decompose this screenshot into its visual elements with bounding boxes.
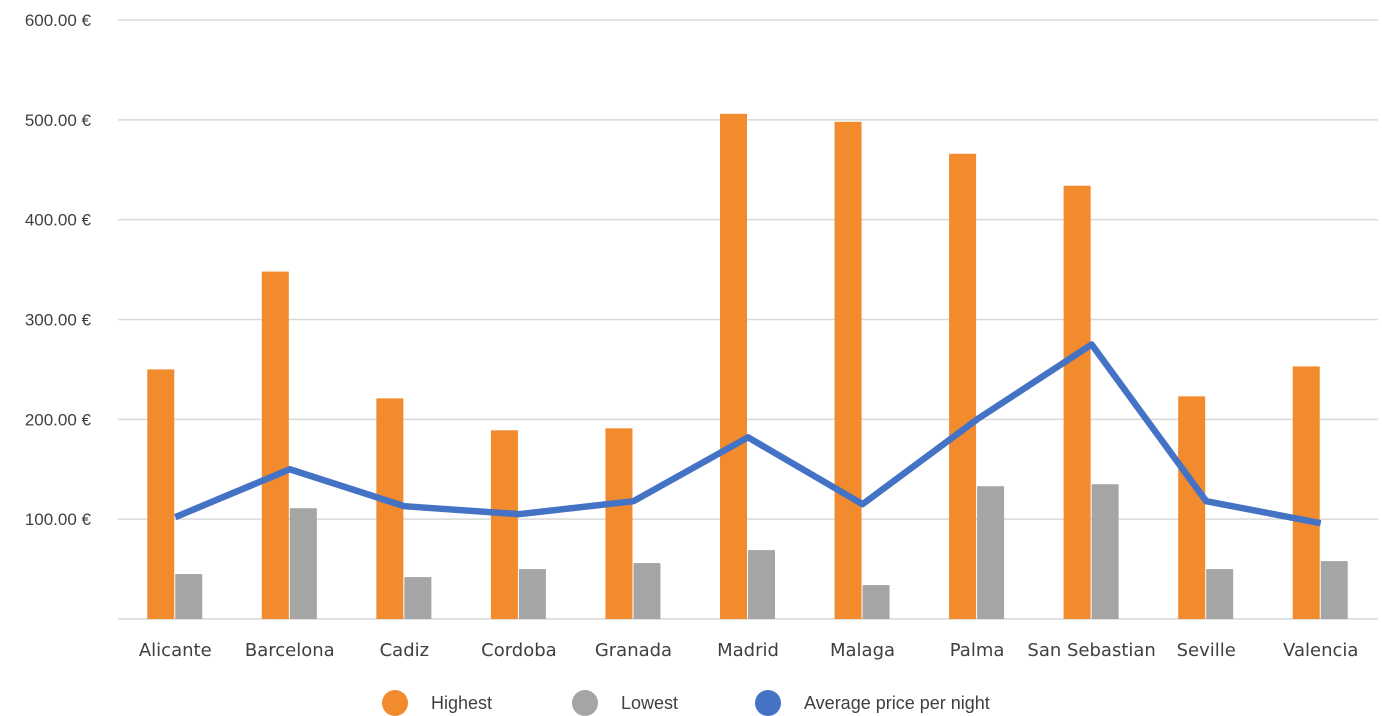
bar-lowest	[1320, 561, 1348, 619]
x-axis-category-labels: Alicante Barcelona Cadiz Cordoba Granada Madr…	[139, 640, 1359, 661]
bar-highest	[720, 113, 747, 620]
x-tick-label: Granada	[595, 640, 672, 661]
bar-highest	[376, 398, 404, 619]
bars	[147, 113, 1348, 620]
x-tick-label: San Sebastian	[1027, 640, 1155, 661]
bar-lowest	[175, 574, 203, 619]
y-tick-label: 300.00 €	[25, 311, 92, 330]
line-average-price	[174, 341, 1322, 527]
y-tick-label: 200.00 €	[25, 410, 92, 429]
x-tick-label: Cadiz	[380, 640, 429, 661]
bar-highest	[605, 428, 633, 619]
x-tick-label: Palma	[950, 640, 1005, 661]
y-axis-tick-labels: 100.00 € 200.00 € 300.00 € 400.00 € 500.00 €…	[25, 11, 92, 529]
bar-lowest	[289, 508, 317, 619]
y-tick-label: 400.00 €	[25, 211, 92, 230]
average-line	[174, 341, 1322, 527]
bar-lowest	[862, 585, 890, 619]
bar-lowest	[518, 569, 546, 619]
y-tick-label: 500.00 €	[25, 111, 92, 130]
bar-highest	[490, 430, 518, 619]
x-tick-label: Barcelona	[245, 640, 335, 661]
bar-highest	[1292, 366, 1320, 619]
x-tick-label: Seville	[1177, 640, 1236, 661]
y-tick-label: 100.00 €	[25, 510, 92, 529]
bar-highest	[1063, 185, 1091, 619]
bar-highest	[261, 271, 289, 619]
bar-lowest	[748, 550, 775, 619]
bar-lowest	[977, 486, 1005, 619]
legend-marker	[572, 690, 598, 716]
legend-marker	[382, 690, 408, 716]
bar-lowest	[633, 563, 661, 619]
bar-highest	[949, 153, 977, 619]
bar-lowest	[404, 577, 432, 619]
y-tick-label: 600.00 €	[25, 11, 92, 30]
x-tick-label: Malaga	[830, 640, 895, 661]
bar-highest	[147, 369, 175, 619]
gridlines	[118, 19, 1378, 620]
x-tick-label: Madrid	[717, 640, 779, 661]
x-tick-label: Alicante	[139, 640, 212, 661]
legend-marker	[755, 690, 781, 716]
legend: Highest Lowest Average price per night	[382, 690, 990, 716]
bar-highest	[1178, 396, 1206, 619]
legend-label: Lowest	[621, 693, 678, 713]
x-tick-label: Valencia	[1283, 640, 1358, 661]
bar-highest	[834, 121, 862, 619]
bar-lowest	[1091, 484, 1119, 619]
legend-label: Highest	[431, 693, 492, 713]
bar-lowest	[1206, 569, 1234, 619]
x-tick-label: Cordoba	[481, 640, 557, 661]
legend-label: Average price per night	[804, 693, 990, 713]
